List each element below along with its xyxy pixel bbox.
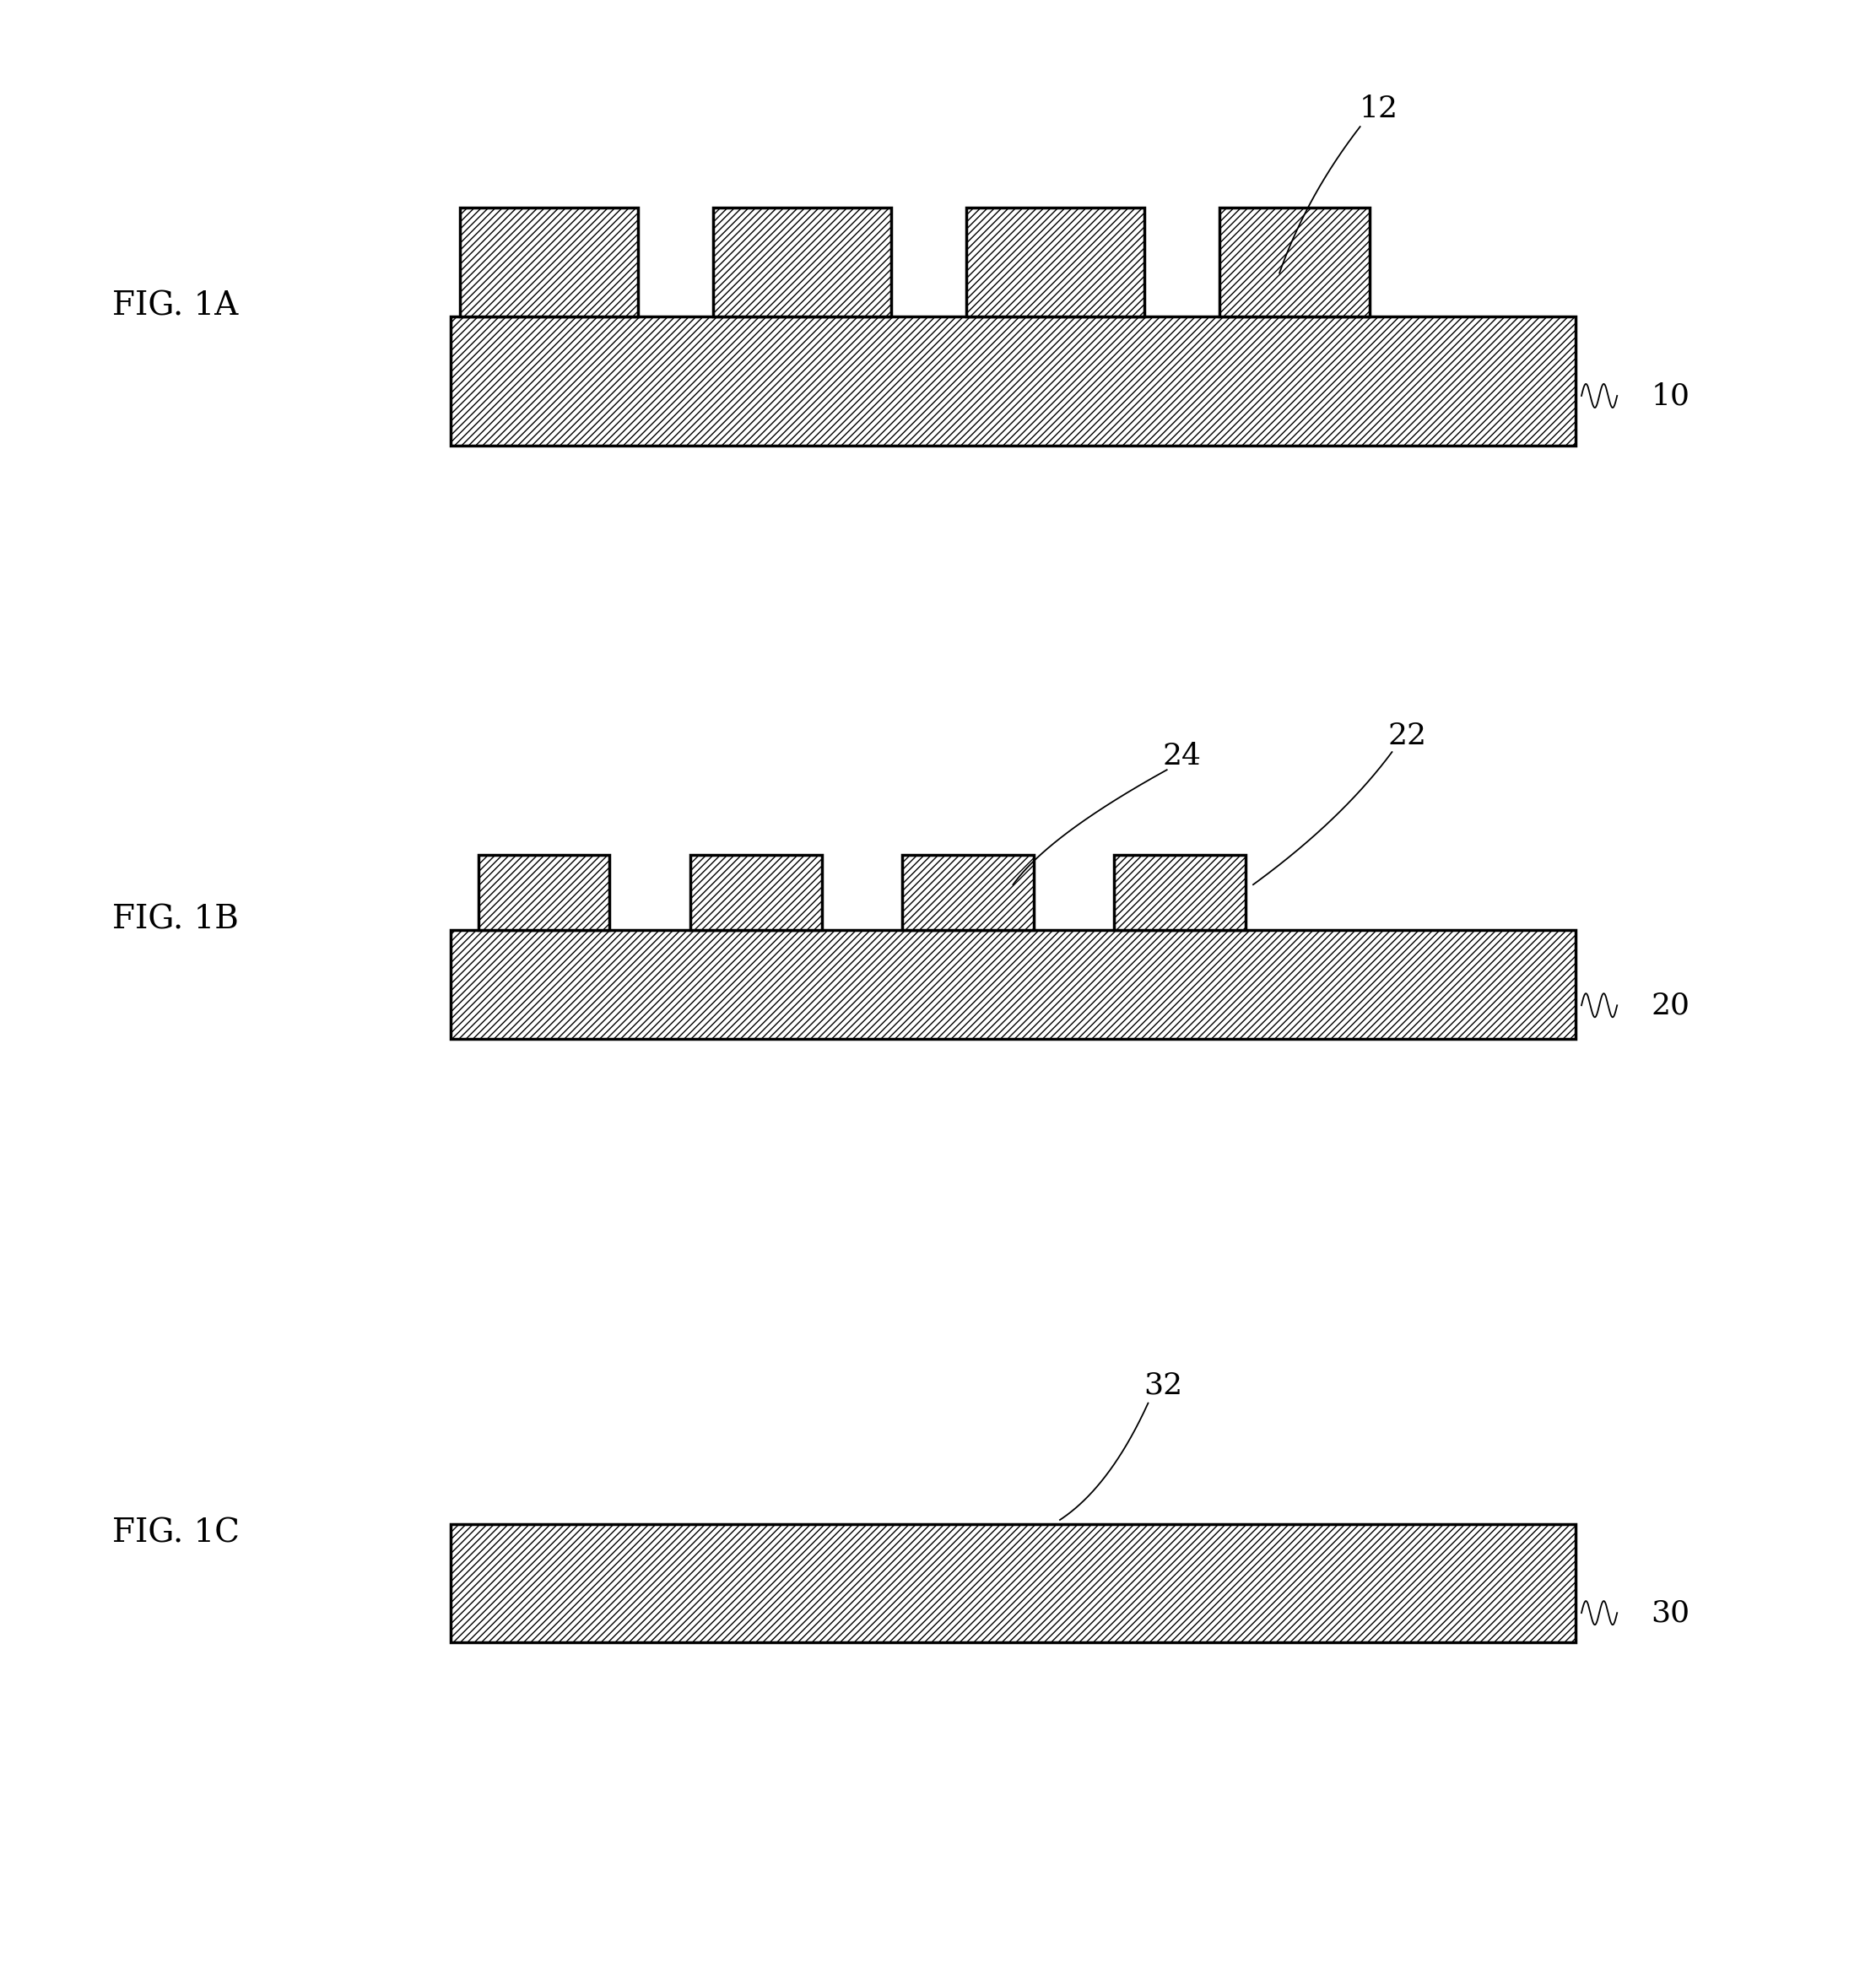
Bar [1114,855,1246,930]
Text: 30: 30 [1651,1599,1690,1627]
Text: FIG. 1A: FIG. 1A [113,291,238,323]
Text: 10: 10 [1651,382,1690,410]
Text: FIG. 1B: FIG. 1B [113,904,238,936]
Bar [460,208,638,317]
Bar [966,208,1144,317]
Bar [450,1524,1576,1643]
Bar [1219,208,1369,317]
Text: 22: 22 [1388,722,1426,750]
Text: 24: 24 [1163,742,1201,770]
Text: 12: 12 [1360,95,1398,123]
Text: 32: 32 [1144,1371,1182,1399]
Text: 20: 20 [1651,991,1690,1019]
Bar [713,208,891,317]
Bar [450,930,1576,1039]
Bar [450,317,1576,445]
Text: FIG. 1C: FIG. 1C [113,1518,240,1550]
Bar [478,855,610,930]
Bar [690,855,822,930]
Bar [902,855,1034,930]
